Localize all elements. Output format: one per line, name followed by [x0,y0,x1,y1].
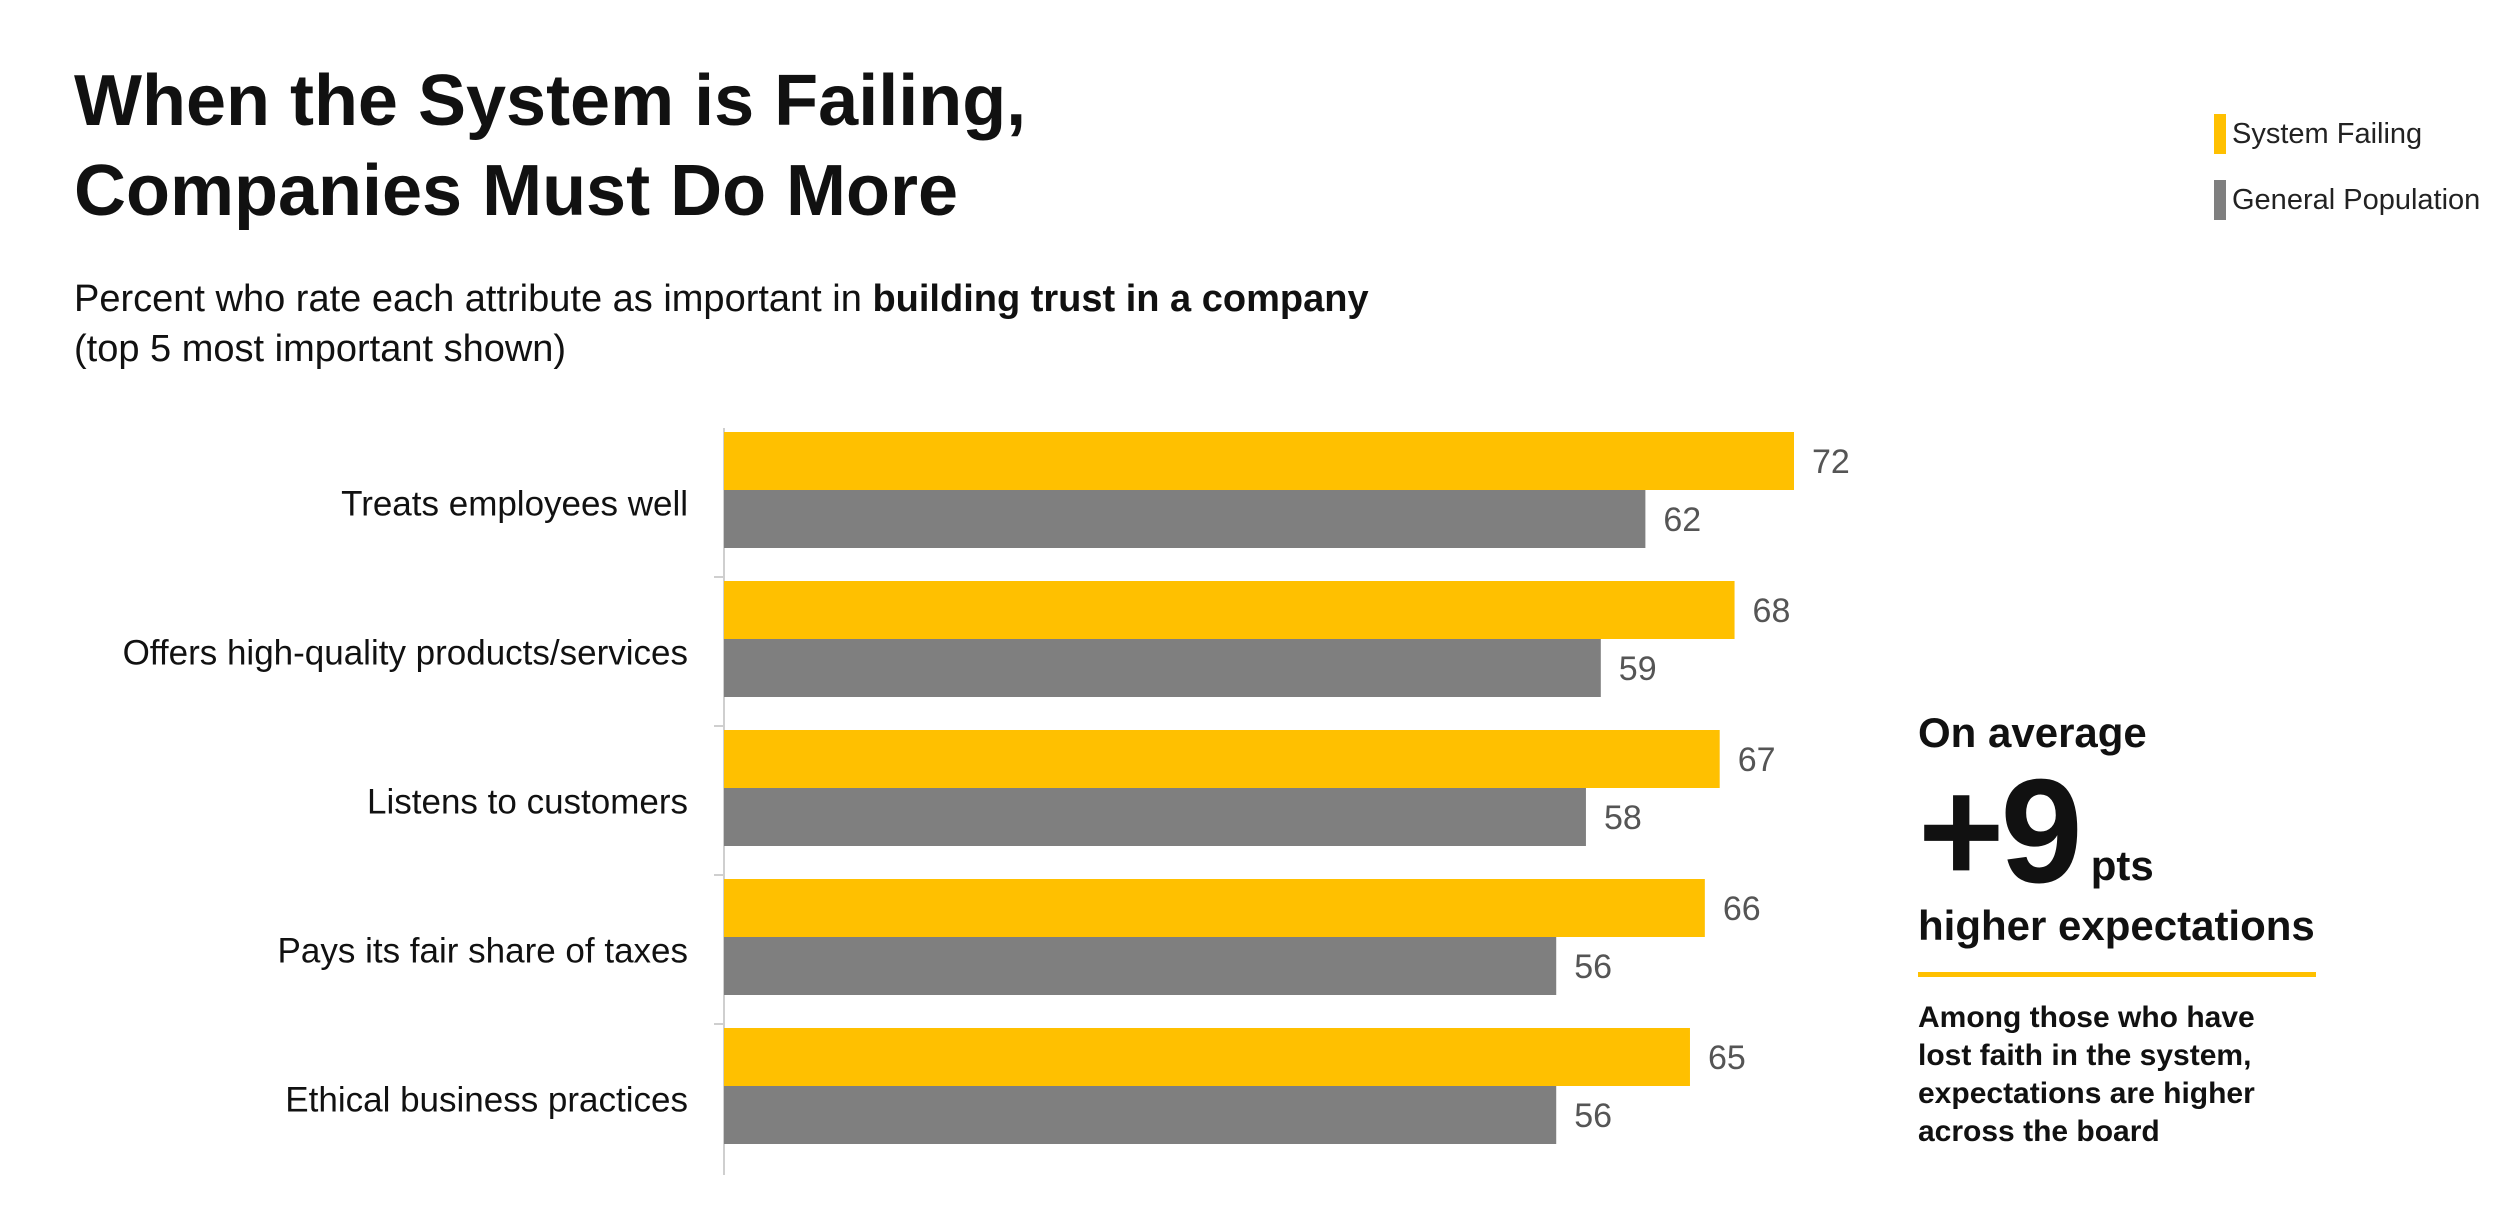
bar-system-failing [724,581,1735,639]
bar-system-failing [724,879,1705,937]
legend-item-system-failing: System Failing [2214,112,2480,156]
callout-unit: pts [2090,842,2154,889]
category-label: Treats employees well [341,485,688,524]
subtitle-line-1: Percent who rate each attribute as impor… [74,274,1369,324]
callout-divider [1918,972,2316,977]
bar-general-population [724,937,1557,995]
callout-higher-label: higher expectations [1918,902,2315,949]
data-label-general-population: 59 [1619,650,1657,688]
bar-general-population [724,639,1601,697]
data-label-system-failing: 67 [1738,741,1776,779]
data-label-general-population: 56 [1574,948,1612,986]
data-label-system-failing: 65 [1708,1039,1746,1077]
chart-subtitle: Percent who rate each attribute as impor… [74,274,1369,374]
callout-note-line-4: across the board [1918,1115,2160,1148]
category-label: Offers high-quality products/services [123,634,688,673]
data-label-general-population: 58 [1604,799,1642,837]
bar-general-population [724,490,1646,548]
category-label: Listens to customers [367,783,688,822]
data-label-system-failing: 72 [1812,443,1850,481]
data-label-system-failing: 68 [1753,592,1791,630]
legend-item-general-population: General Population [2214,178,2480,222]
bar-system-failing [724,432,1794,490]
chart-title-line-2: Companies Must Do More [74,151,959,231]
callout-note: Among those who have lost faith in the s… [1918,999,2318,1151]
subtitle-emphasis: building trust in a company [872,278,1369,320]
callout-value-row: +9 pts [1918,749,2318,914]
callout-panel: On average +9 pts higher expectations Am… [1918,708,2318,1151]
bar-general-population [724,1086,1557,1144]
category-label: Ethical business practices [285,1081,688,1120]
callout-average-label: On average [1918,709,2147,756]
legend-label-general-population: General Population [2232,183,2481,216]
subtitle-prefix: Percent who rate each attribute as impor… [74,278,873,320]
subtitle-line-2: (top 5 most important shown) [74,328,567,370]
bar-system-failing [724,1028,1690,1086]
callout-note-line-2: lost faith in the system, [1918,1039,2252,1072]
legend: System Failing General Population [2214,112,2480,244]
callout-note-line-3: expectations are higher [1918,1077,2255,1110]
category-label: Pays its fair share of taxes [278,932,688,971]
data-label-system-failing: 66 [1723,890,1761,928]
bar-system-failing [724,730,1720,788]
chart-title: When the System is Failing, Companies Mu… [74,56,1026,236]
callout-note-line-1: Among those who have [1918,1001,2255,1034]
callout-big-value: +9 [1918,749,2083,914]
chart-title-line-1: When the System is Failing, [74,61,1027,141]
legend-swatch-system-failing [2214,114,2226,154]
bar-general-population [724,788,1586,846]
data-label-general-population: 56 [1574,1097,1612,1135]
legend-label-system-failing: System Failing [2232,117,2423,150]
legend-swatch-general-population [2214,180,2226,220]
data-label-general-population: 62 [1663,501,1701,539]
